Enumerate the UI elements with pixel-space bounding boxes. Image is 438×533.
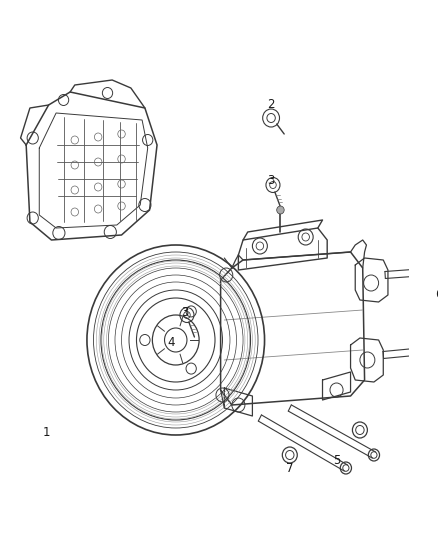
Text: 1: 1 [43, 426, 50, 440]
Text: 5: 5 [333, 454, 340, 466]
Text: 3: 3 [181, 305, 189, 319]
Text: 4: 4 [167, 335, 175, 349]
Text: 6: 6 [436, 288, 438, 302]
Text: 2: 2 [267, 99, 275, 111]
Text: 7: 7 [286, 462, 293, 474]
Circle shape [277, 206, 284, 214]
Text: 3: 3 [268, 174, 275, 187]
